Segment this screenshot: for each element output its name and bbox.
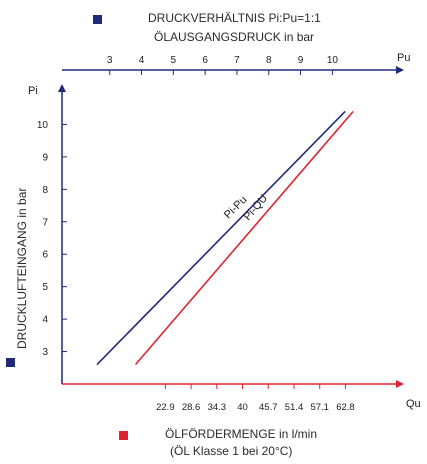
bottom-tick-label: 22.9 bbox=[156, 402, 175, 413]
top-axis-title: ÖLAUSGANGSDRUCK in bar bbox=[154, 30, 315, 44]
bottom-tick-label: 62.8 bbox=[336, 402, 355, 413]
series-label-pi-qu: Pi-QU bbox=[242, 192, 271, 223]
left-axis-title: DRUCKLUFTEINGANG in bar bbox=[15, 188, 29, 349]
red-legend-marker bbox=[119, 431, 128, 440]
left-tick-label: 4 bbox=[42, 315, 48, 326]
top-axis-end-label: Pu bbox=[397, 52, 410, 64]
bottom-tick-label: 51.4 bbox=[285, 402, 304, 413]
bottom-axis-title: ÖLFÖRDERMENGE in l/min bbox=[165, 427, 318, 441]
left-tick-label: 9 bbox=[42, 152, 48, 163]
top-tick-label: 8 bbox=[266, 55, 272, 66]
left-axis-marker bbox=[6, 358, 15, 367]
top-tick-label: 5 bbox=[171, 55, 177, 66]
left-tick-label: 3 bbox=[42, 347, 48, 358]
top-tick-label: 3 bbox=[107, 55, 113, 66]
series-line-pi-pu bbox=[96, 110, 346, 366]
top-tick-label: 10 bbox=[327, 55, 339, 66]
left-axis-end-label: Pi bbox=[28, 85, 38, 97]
blue-legend-label: DRUCKVERHÄLTNIS Pi:Pu=1:1 bbox=[148, 11, 321, 25]
bottom-tick-label: 34.3 bbox=[208, 402, 227, 413]
bottom-tick-label: 40 bbox=[237, 402, 248, 413]
left-tick-label: 5 bbox=[42, 282, 48, 293]
left-tick-label: 6 bbox=[42, 250, 48, 261]
top-tick-label: 6 bbox=[202, 55, 208, 66]
bottom-tick-label: 57.1 bbox=[310, 402, 329, 413]
left-tick-label: 7 bbox=[42, 217, 48, 228]
left-tick-label: 10 bbox=[37, 120, 49, 131]
bottom-axis-subtitle: (ÖL Klasse 1 bei 20°C) bbox=[170, 444, 293, 458]
bottom-axis-end-label: Qu bbox=[406, 398, 421, 410]
left-axis-arrow bbox=[58, 84, 66, 92]
top-tick-label: 9 bbox=[298, 55, 304, 66]
top-tick-label: 7 bbox=[234, 55, 240, 66]
top-axis-arrow bbox=[396, 66, 404, 74]
series-line-pi-qu bbox=[134, 110, 354, 366]
top-tick-label: 4 bbox=[139, 55, 145, 66]
bottom-axis-arrow bbox=[396, 380, 404, 388]
blue-legend-marker bbox=[93, 15, 102, 24]
bottom-tick-label: 28.6 bbox=[182, 402, 201, 413]
bottom-tick-label: 45.7 bbox=[259, 402, 278, 413]
left-tick-label: 8 bbox=[42, 185, 48, 196]
